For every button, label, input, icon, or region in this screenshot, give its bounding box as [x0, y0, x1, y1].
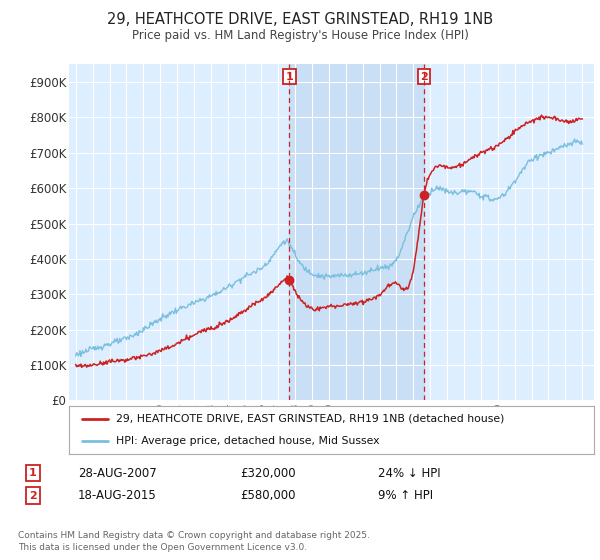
Bar	[289, 64, 424, 400]
Text: 29, HEATHCOTE DRIVE, EAST GRINSTEAD, RH19 1NB (detached house): 29, HEATHCOTE DRIVE, EAST GRINSTEAD, RH1…	[116, 414, 505, 424]
Text: 28-AUG-2007: 28-AUG-2007	[78, 466, 157, 480]
Text: 18-AUG-2015: 18-AUG-2015	[78, 489, 157, 502]
Text: 2: 2	[29, 491, 37, 501]
Text: 2: 2	[420, 72, 428, 82]
Text: £320,000: £320,000	[240, 466, 296, 480]
Text: 9% ↑ HPI: 9% ↑ HPI	[378, 489, 433, 502]
Text: Price paid vs. HM Land Registry's House Price Index (HPI): Price paid vs. HM Land Registry's House …	[131, 29, 469, 42]
Text: 24% ↓ HPI: 24% ↓ HPI	[378, 466, 440, 480]
Text: 29, HEATHCOTE DRIVE, EAST GRINSTEAD, RH19 1NB: 29, HEATHCOTE DRIVE, EAST GRINSTEAD, RH1…	[107, 12, 493, 27]
Text: HPI: Average price, detached house, Mid Sussex: HPI: Average price, detached house, Mid …	[116, 436, 380, 446]
Text: 1: 1	[286, 72, 293, 82]
Text: 1: 1	[29, 468, 37, 478]
Text: Contains HM Land Registry data © Crown copyright and database right 2025.
This d: Contains HM Land Registry data © Crown c…	[18, 531, 370, 552]
Text: £580,000: £580,000	[240, 489, 296, 502]
